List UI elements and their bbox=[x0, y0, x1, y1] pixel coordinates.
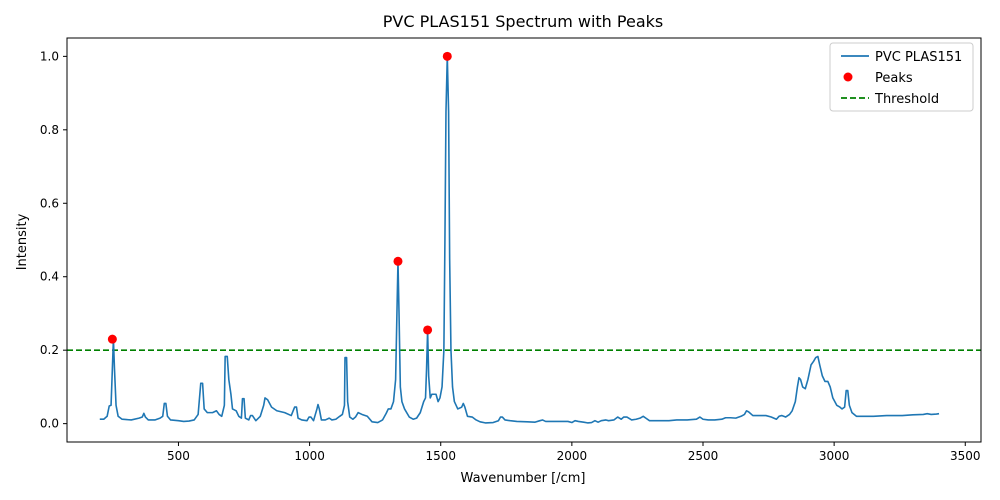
legend: PVC PLAS151 Peaks Threshold bbox=[829, 42, 974, 112]
chart-title: PVC PLAS151 Spectrum with Peaks bbox=[383, 12, 663, 31]
plot-frame bbox=[66, 37, 982, 443]
x-tick-label: 500 bbox=[167, 449, 190, 463]
x-axis-label: Wavenumber [/cm] bbox=[461, 471, 586, 486]
y-tick-label: 0.8 bbox=[40, 123, 59, 137]
legend-box bbox=[829, 42, 974, 112]
legend-label-threshold: Threshold bbox=[874, 92, 939, 107]
legend-label-peaks: Peaks bbox=[875, 71, 913, 86]
legend-peak-marker bbox=[843, 72, 853, 82]
x-tick-label: 3000 bbox=[819, 449, 850, 463]
peak-marker-4 bbox=[442, 51, 452, 61]
axes: 500 1000 1500 2000 2500 3000 3500 0.0 0.2 0.4 0.6 0… bbox=[40, 37, 982, 463]
x-tick-label: 3500 bbox=[950, 449, 981, 463]
plot-area bbox=[67, 51, 981, 424]
y-tick-label: 0.2 bbox=[40, 343, 59, 357]
x-tick-label: 1000 bbox=[294, 449, 325, 463]
y-axis-label: Intensity bbox=[15, 213, 30, 270]
peak-marker-1 bbox=[107, 334, 117, 344]
y-tick-label: 1.0 bbox=[40, 49, 59, 63]
y-tick-label: 0.0 bbox=[40, 417, 59, 431]
y-tick-label: 0.6 bbox=[40, 196, 59, 210]
spectrum-line bbox=[99, 55, 940, 424]
x-tick-label: 2500 bbox=[688, 449, 719, 463]
peak-marker-3 bbox=[423, 325, 433, 335]
legend-label-spectrum: PVC PLAS151 bbox=[875, 50, 962, 65]
y-tick-label: 0.4 bbox=[40, 270, 59, 284]
peak-marker-2 bbox=[393, 256, 403, 266]
x-tick-label: 2000 bbox=[557, 449, 588, 463]
x-tick-label: 1500 bbox=[425, 449, 456, 463]
